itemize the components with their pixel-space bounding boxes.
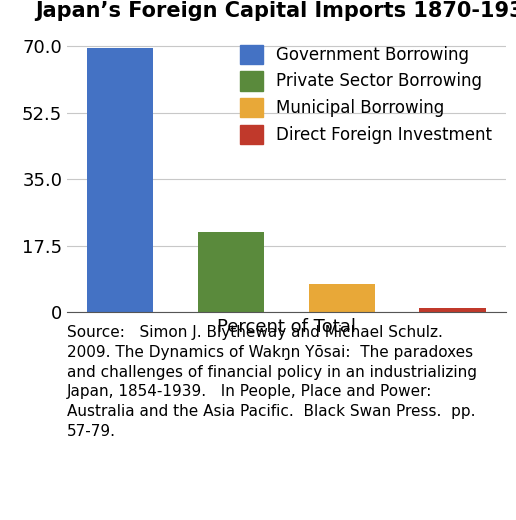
Bar — [309, 283, 375, 312]
Bar — [198, 232, 264, 312]
Bar — [420, 308, 486, 312]
Title: Japan’s Foreign Capital Imports 1870-1939: Japan’s Foreign Capital Imports 1870-193… — [35, 2, 516, 21]
Legend: Government Borrowing, Private Sector Borrowing, Municipal Borrowing, Direct Fore: Government Borrowing, Private Sector Bor… — [235, 40, 497, 149]
Bar — [87, 48, 153, 312]
X-axis label: Percent of Total: Percent of Total — [217, 318, 356, 335]
Text: Source:   Simon J. Blytheway and Michael Schulz.
2009. The Dynamics of Wakŋn Yōs: Source: Simon J. Blytheway and Michael S… — [67, 325, 477, 439]
